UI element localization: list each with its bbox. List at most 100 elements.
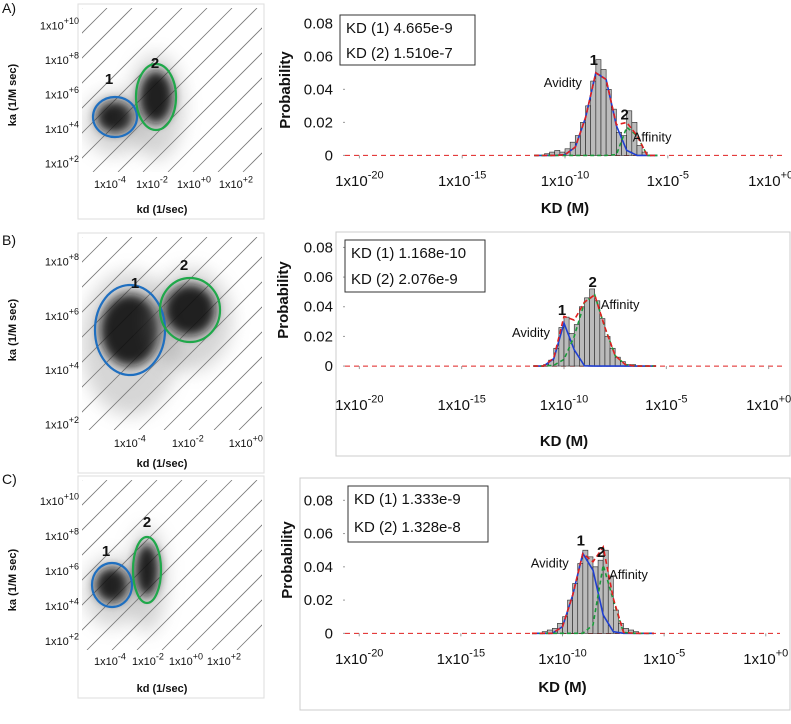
- y-tick-label: 0.08: [304, 239, 333, 256]
- x-tick-label: 1x10-2: [132, 652, 164, 669]
- panel-frame: [335, 231, 791, 457]
- tick-base: 1x10: [437, 397, 470, 414]
- tick-base: 1x10: [40, 496, 64, 508]
- histogram-bar: [599, 318, 606, 367]
- y-tick-label: 0.06: [304, 269, 333, 286]
- panel-frame: [77, 232, 265, 474]
- tick-exponent: +4: [69, 597, 79, 607]
- x-tick-label: 1x10+0: [177, 175, 211, 192]
- x-tick-label: 1x10-10: [540, 394, 588, 415]
- x-tick-label: 1x10-4: [94, 652, 126, 669]
- x-tick-label: 1x10-20: [335, 394, 383, 415]
- tick-exponent: +2: [69, 632, 79, 642]
- x-tick-label: 1x10+2: [219, 175, 253, 192]
- tick-base: 1x10: [45, 89, 69, 101]
- kd-value: KD (2) 1.328e-8: [354, 519, 461, 536]
- tick-base: 1x10: [335, 397, 368, 414]
- fit-curve: [534, 71, 658, 157]
- x-axis-title: KD (M): [540, 433, 588, 450]
- y-tick-label: 1x10+4: [45, 119, 79, 136]
- tick-exponent: +4: [69, 361, 79, 371]
- tick-base: 1x10: [172, 438, 196, 450]
- y-tick-label: 1x10+10: [40, 16, 79, 33]
- tick-base: 1x10: [748, 173, 781, 190]
- y-tick-label: 1x10+10: [40, 492, 79, 509]
- cluster-label: 1: [102, 543, 110, 560]
- x-tick-label: 1x10-15: [437, 394, 485, 415]
- tick-base: 1x10: [45, 311, 69, 323]
- curve-name: Affinity: [601, 297, 640, 312]
- tick-base: 1x10: [45, 636, 69, 648]
- y-tick-label: 1x10+2: [45, 415, 79, 432]
- tick-exponent: +0: [781, 170, 791, 182]
- iso-kd-line: [167, 77, 262, 172]
- cluster-outline: [131, 535, 163, 605]
- x-tick-label: 1x10+0: [748, 170, 791, 191]
- y-tick-label: 1x10+6: [45, 306, 79, 323]
- tick-base: 1x10: [114, 438, 138, 450]
- peak-label: 2: [597, 544, 605, 561]
- tick-exponent: +0: [201, 175, 211, 185]
- tick-exponent: -5: [678, 394, 688, 406]
- tick-exponent: +6: [69, 85, 79, 95]
- tick-exponent: +2: [231, 652, 241, 662]
- x-axis-label: kd (1/sec): [137, 204, 188, 216]
- histogram-bar: [636, 145, 643, 156]
- histogram-bar: [573, 324, 580, 367]
- x-tick-label: 1x10+0: [743, 648, 788, 669]
- point-cloud: [139, 70, 173, 124]
- tick-exponent: -20: [368, 648, 384, 660]
- iso-kd-line: [82, 480, 133, 531]
- kd-value: KD (2) 1.510e-7: [346, 45, 453, 62]
- x-tick-label: 1x10-5: [645, 394, 687, 415]
- tick-base: 1x10: [540, 397, 573, 414]
- curve-name: Affinity: [609, 567, 648, 582]
- tick-base: 1x10: [45, 365, 69, 377]
- y-tick-label: 0.08: [304, 15, 333, 32]
- kd-value: KD (1) 1.333e-9: [354, 491, 461, 508]
- y-tick-label: 1x10+8: [45, 252, 79, 269]
- histogram-bar: [631, 122, 638, 156]
- kd-box: [344, 239, 486, 293]
- tick-base: 1x10: [647, 173, 680, 190]
- x-tick-label: 1x10-2: [136, 175, 168, 192]
- tick-base: 1x10: [45, 158, 69, 170]
- tick-exponent: +2: [243, 175, 253, 185]
- kd-value: KD (1) 1.168e-10: [351, 245, 466, 262]
- tick-base: 1x10: [219, 179, 243, 191]
- y-tick-label: 0.06: [304, 48, 333, 65]
- y-tick-label: 0.04: [304, 81, 333, 98]
- kd-value: KD (1) 4.665e-9: [346, 20, 453, 37]
- cluster-label: 2: [151, 55, 159, 72]
- iso-kd-line: [82, 8, 183, 109]
- tick-exponent: -2: [196, 434, 204, 444]
- tick-base: 1x10: [335, 173, 368, 190]
- point-cloud: [96, 101, 134, 133]
- x-tick-label: 1x10-15: [437, 648, 485, 669]
- tick-base: 1x10: [541, 173, 574, 190]
- tick-base: 1x10: [335, 651, 368, 668]
- tick-exponent: +0: [776, 648, 789, 660]
- tick-base: 1x10: [45, 124, 69, 136]
- iso-kd-line: [211, 599, 262, 650]
- iso-kd-line: [136, 524, 262, 650]
- fit-curve: [532, 564, 654, 635]
- y-tick-label: 0: [325, 625, 333, 642]
- kd-value: KD (2) 2.076e-9: [351, 271, 458, 288]
- tick-exponent: +0: [779, 394, 791, 406]
- x-tick-label: 1x10+0: [746, 394, 791, 415]
- iso-kd-line: [82, 8, 158, 84]
- panel-frame: [77, 475, 265, 699]
- tick-base: 1x10: [177, 179, 201, 191]
- x-tick-label: 1x10-20: [335, 648, 383, 669]
- y-tick-label: 0: [325, 147, 333, 164]
- iso-kd-line: [82, 8, 208, 134]
- tick-base: 1x10: [94, 179, 118, 191]
- tick-base: 1x10: [45, 420, 69, 432]
- tick-base: 1x10: [45, 256, 69, 268]
- x-axis-label: kd (1/sec): [137, 683, 188, 695]
- plot-area: [82, 480, 262, 650]
- cluster-label: 1: [131, 275, 139, 292]
- y-tick-label: 0.04: [304, 299, 333, 316]
- x-tick-label: 1x10-20: [335, 170, 383, 191]
